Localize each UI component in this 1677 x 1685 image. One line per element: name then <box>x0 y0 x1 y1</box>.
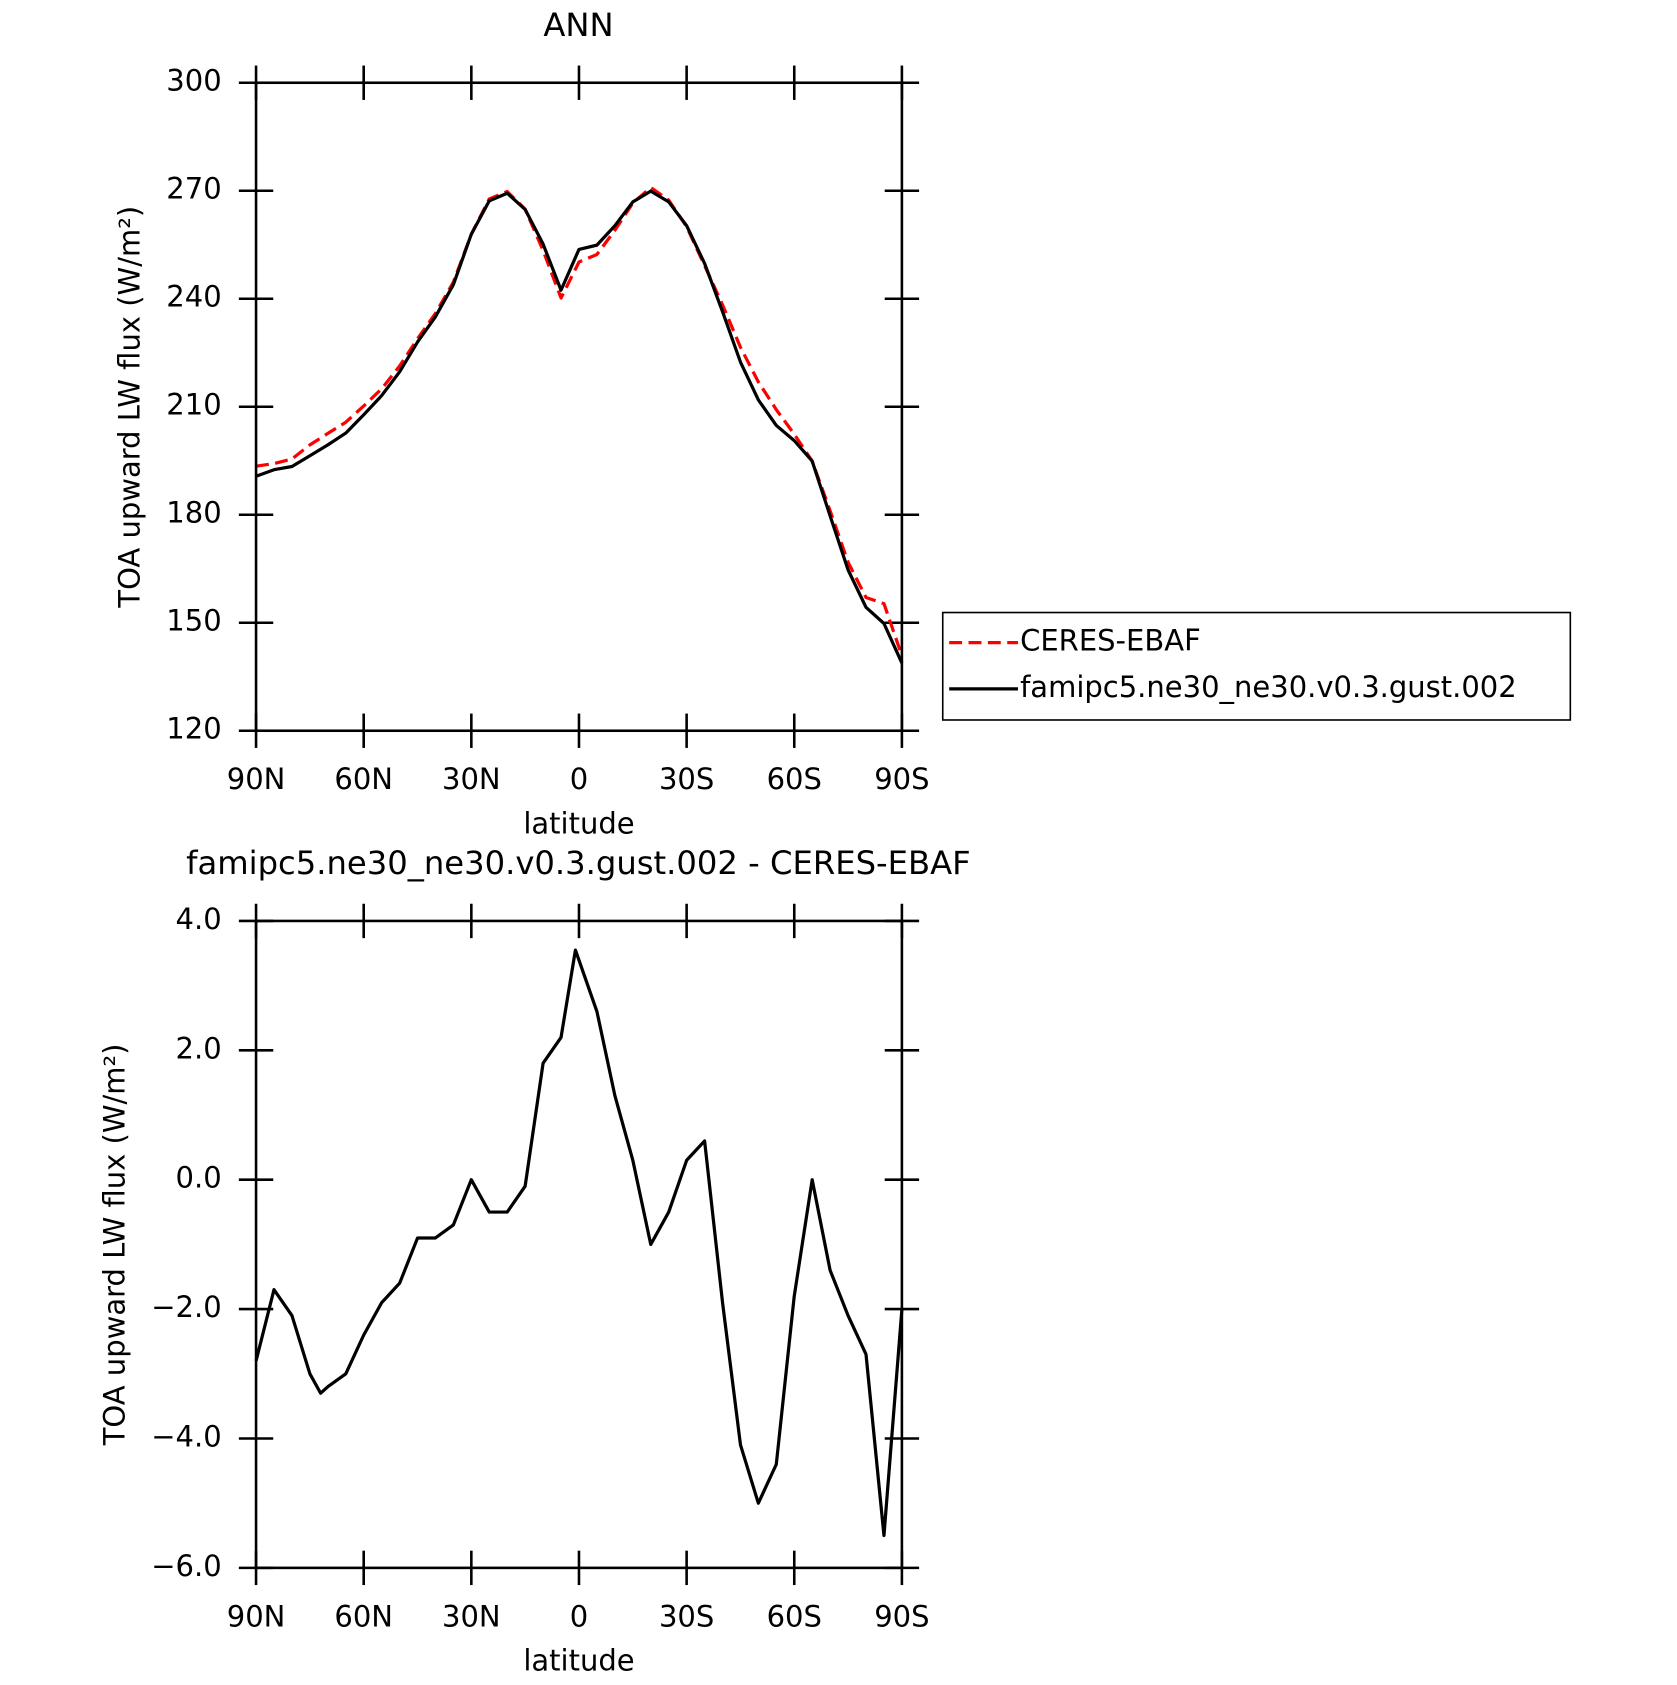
y-axis-label: TOA upward LW flux (W/m²) <box>97 1044 131 1447</box>
y-tick-label: 210 <box>166 388 221 422</box>
line-series <box>254 948 904 1538</box>
x-tick-label: 0 <box>570 1599 588 1633</box>
y-tick-label: 2.0 <box>176 1031 222 1065</box>
x-tick-label: 0 <box>570 762 588 796</box>
line-series <box>255 185 904 657</box>
x-axis-label: latitude <box>523 806 634 840</box>
legend-box <box>941 611 1572 721</box>
x-tick-label: 30N <box>442 1599 501 1633</box>
x-tick-label: 30N <box>442 762 501 796</box>
y-axis-label: TOA upward LW flux (W/m²) <box>112 206 146 609</box>
x-axis-label: latitude <box>523 1643 634 1677</box>
y-tick-label: 0.0 <box>176 1161 222 1195</box>
x-tick-label: 30S <box>659 762 714 796</box>
chart-title: ANN <box>543 6 613 44</box>
y-tick-label: 180 <box>166 496 221 530</box>
plot-frame <box>254 81 904 733</box>
x-tick-label: 60N <box>334 762 393 796</box>
x-tick-label: 30S <box>659 1599 714 1633</box>
y-tick-label: −6.0 <box>151 1549 221 1583</box>
legend-label: famipc5.ne30_ne30.v0.3.gust.002 <box>1020 670 1517 704</box>
x-tick-label: 90S <box>874 762 929 796</box>
x-tick-label: 60S <box>767 1599 822 1633</box>
y-tick-label: 4.0 <box>176 902 222 936</box>
x-tick-label: 90S <box>874 1599 929 1633</box>
y-tick-label: 270 <box>166 172 221 206</box>
y-tick-label: 150 <box>166 604 221 638</box>
plot-frame <box>254 919 904 1570</box>
x-tick-label: 90N <box>227 762 286 796</box>
legend-label: CERES-EBAF <box>1020 624 1201 658</box>
y-tick-label: 240 <box>166 280 221 314</box>
chart-title: famipc5.ne30_ne30.v0.3.gust.002 - CERES-… <box>186 844 971 882</box>
y-tick-label: −2.0 <box>151 1290 221 1324</box>
x-tick-label: 90N <box>227 1599 286 1633</box>
line-series <box>255 189 904 664</box>
y-tick-label: 120 <box>166 712 221 746</box>
y-tick-label: 300 <box>166 64 221 98</box>
x-tick-label: 60N <box>334 1599 393 1633</box>
x-tick-label: 60S <box>767 762 822 796</box>
y-tick-label: −4.0 <box>151 1419 221 1453</box>
